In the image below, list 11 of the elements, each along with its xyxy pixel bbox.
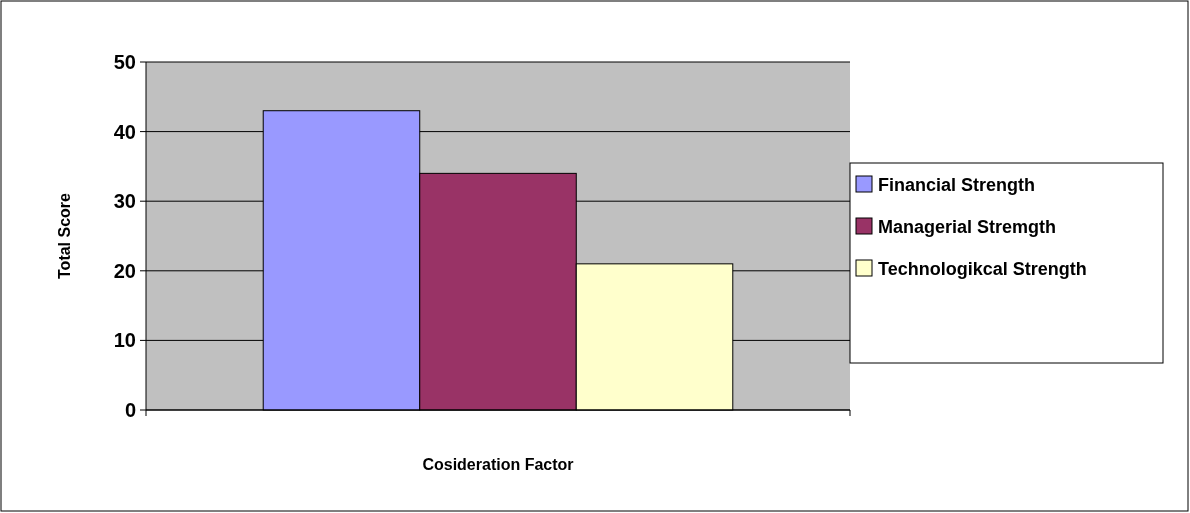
legend-label: Financial Strength [878, 175, 1036, 196]
y-tick-label: 30 [113, 190, 136, 213]
y-tick-label: 0 [124, 399, 136, 421]
x-axis-title: Cosideration Factor [422, 456, 574, 473]
y-tick-label: 40 [113, 120, 136, 143]
y-tick-label: 20 [113, 259, 136, 282]
legend-label: Managerial Stremgth [878, 217, 1057, 238]
y-tick-label: 10 [113, 329, 136, 352]
y-axis-title: Total Score [56, 192, 73, 279]
legend-label: Technologikcal Strength [878, 259, 1087, 280]
y-tick-label: 50 [113, 51, 136, 73]
